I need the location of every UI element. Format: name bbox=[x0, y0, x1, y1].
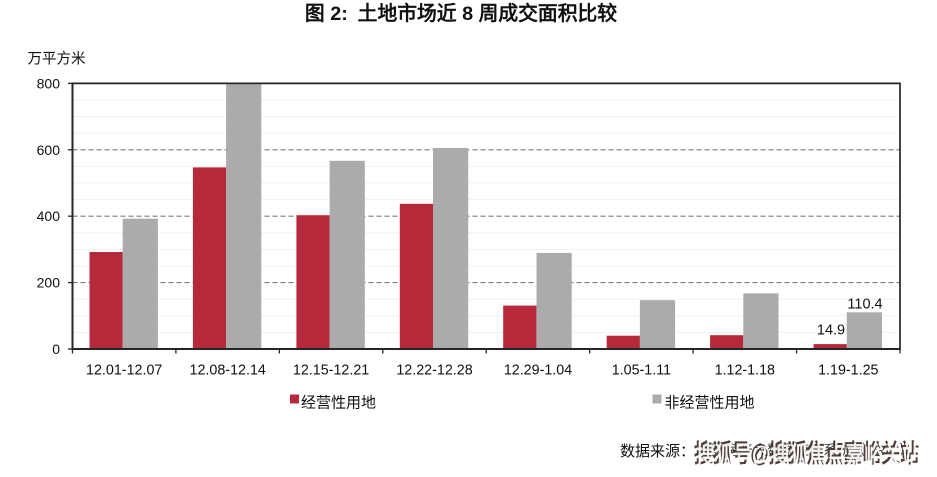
svg-text:0: 0 bbox=[52, 341, 60, 357]
svg-text:200: 200 bbox=[37, 275, 61, 291]
svg-text:搜狐号@搜狐焦点嘉峪关站: 搜狐号@搜狐焦点嘉峪关站 bbox=[696, 441, 921, 470]
svg-text:经营性用地: 经营性用地 bbox=[301, 395, 376, 412]
svg-text:中国房产大数据应用系统（CRIC）: 中国房产大数据应用系统（CRIC） bbox=[697, 442, 913, 458]
svg-text:数据来源：: 数据来源： bbox=[620, 443, 695, 460]
svg-text:400: 400 bbox=[37, 208, 61, 224]
svg-text:非经营性用地: 非经营性用地 bbox=[665, 395, 755, 412]
svg-text:600: 600 bbox=[37, 142, 61, 158]
svg-text:12.15-12.21: 12.15-12.21 bbox=[293, 363, 369, 379]
svg-text:12.08-12.14: 12.08-12.14 bbox=[190, 363, 266, 379]
svg-text:图 2: 土地市场近 8 周成交面积比较: 图 2: 土地市场近 8 周成交面积比较 bbox=[305, 2, 617, 25]
svg-text:14.9: 14.9 bbox=[817, 323, 845, 339]
svg-text:110.4: 110.4 bbox=[847, 297, 882, 313]
svg-text:1.12-1.18: 1.12-1.18 bbox=[715, 363, 775, 379]
svg-text:1.19-1.25: 1.19-1.25 bbox=[818, 363, 878, 379]
svg-text:12.01-12.07: 12.01-12.07 bbox=[86, 363, 162, 379]
svg-text:万平方米: 万平方米 bbox=[28, 51, 86, 68]
svg-text:800: 800 bbox=[37, 75, 61, 91]
svg-text:搜狐号@搜狐焦点嘉峪关站: 搜狐号@搜狐焦点嘉峪关站 bbox=[694, 439, 919, 468]
svg-text:1.05-1.11: 1.05-1.11 bbox=[612, 363, 671, 379]
svg-text:12.22-12.28: 12.22-12.28 bbox=[396, 363, 472, 379]
svg-text:12.29-1.04: 12.29-1.04 bbox=[504, 363, 572, 379]
